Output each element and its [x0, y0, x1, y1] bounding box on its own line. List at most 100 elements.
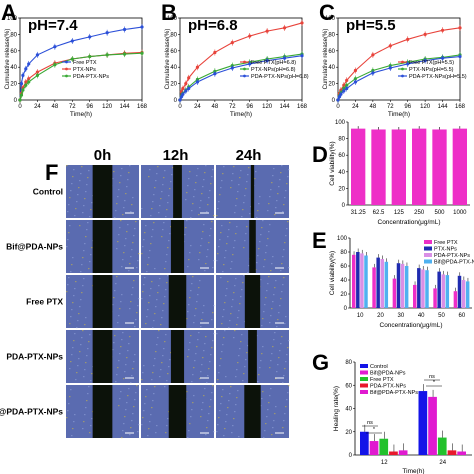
cell-speckle-1-1-13 — [204, 270, 206, 272]
legend-label-G-0: Control — [370, 364, 388, 370]
data-point-A-0-1 — [19, 82, 24, 86]
cell-speckle-1-0-21 — [126, 231, 128, 233]
cell-speckle-4-1-12 — [206, 427, 208, 429]
data-point-B-2-0 — [178, 98, 182, 102]
cell-speckle-1-2-8 — [247, 272, 249, 274]
cell-speckle-1-1-9 — [202, 231, 204, 233]
cell-speckle-0-2-1 — [267, 210, 269, 212]
cell-speckle-4-1-22 — [211, 392, 213, 394]
cell-speckle-1-0-45 — [138, 253, 140, 255]
cell-speckle-4-0-7 — [85, 407, 87, 409]
cell-speckle-0-0-44 — [88, 170, 90, 172]
cell-speckle-0-1-0 — [148, 176, 150, 178]
panel-label-C: C — [319, 0, 335, 25]
cell-speckle-3-2-16 — [277, 364, 279, 366]
cell-speckle-3-2-12 — [275, 378, 277, 380]
cell-speckle-1-2-49 — [231, 261, 233, 263]
cell-speckle-0-2-25 — [279, 179, 281, 181]
cell-speckle-4-2-33 — [262, 391, 264, 393]
cell-speckle-0-1-12 — [154, 187, 156, 189]
cell-speckle-4-2-46 — [232, 425, 234, 427]
data-point-B-2-6 — [213, 72, 217, 76]
cell-speckle-0-0-6 — [69, 197, 71, 199]
cell-speckle-4-0-58 — [74, 414, 76, 416]
cell-speckle-3-2-58 — [225, 376, 227, 378]
cell-speckle-1-1-51 — [150, 243, 152, 245]
cell-speckle-2-0-50 — [117, 322, 119, 324]
cell-speckle-2-1-37 — [156, 299, 158, 301]
cell-speckle-1-0-31 — [131, 249, 133, 251]
cell-speckle-3-0-14 — [112, 349, 114, 351]
ytick-label-C-3: 60 — [328, 49, 335, 55]
data-point-B-2-2 — [181, 92, 185, 96]
data-point-C-0-7 — [388, 44, 392, 48]
cell-speckle-1-1-56 — [189, 252, 191, 254]
cell-speckle-4-1-32 — [143, 410, 145, 412]
cell-speckle-2-2-3 — [221, 323, 223, 325]
cell-speckle-3-0-18 — [114, 335, 116, 337]
cell-speckle-2-2-46 — [279, 305, 281, 307]
cell-speckle-3-1-18 — [196, 346, 198, 348]
cell-speckle-4-0-17 — [90, 425, 92, 427]
cell-speckle-0-2-36 — [248, 167, 250, 169]
cell-speckle-2-1-26 — [187, 311, 189, 313]
yaxis-label-E: Cell viability(%) — [329, 251, 336, 295]
cell-speckle-2-0-37 — [74, 288, 76, 290]
bar-E-1-0 — [356, 252, 360, 308]
cell-speckle-3-2-0 — [269, 367, 271, 369]
cell-speckle-4-2-14 — [216, 431, 218, 433]
yaxis-label-C: Cumulative release(%) — [323, 29, 329, 90]
cell-speckle-0-2-26 — [243, 202, 245, 204]
data-point-A-0-2 — [21, 73, 25, 77]
cell-speckle-0-0-18 — [75, 208, 77, 210]
cell-speckle-3-0-3 — [70, 361, 72, 363]
cell-speckle-1-0-8 — [83, 250, 85, 252]
cell-speckle-2-1-28 — [188, 304, 190, 306]
cell-speckle-3-1-13 — [157, 337, 159, 339]
data-point-C-1-4 — [345, 83, 349, 87]
cell-speckle-0-2-2 — [231, 180, 233, 182]
data-point-A-0-10 — [122, 27, 127, 32]
wound-gap-4-2 — [244, 385, 261, 438]
xtick-label-A-5: 120 — [102, 104, 113, 110]
cell-speckle-1-2-48 — [267, 238, 269, 240]
cell-speckle-2-2-13 — [226, 288, 228, 290]
cell-speckle-2-2-26 — [269, 322, 271, 324]
cell-speckle-4-1-14 — [207, 420, 209, 422]
bar-D-0 — [351, 128, 366, 205]
cell-speckle-2-1-49 — [162, 310, 164, 312]
panel-label-A: A — [1, 0, 17, 25]
cell-speckle-0-2-3 — [268, 203, 270, 205]
cell-speckle-0-1-45 — [207, 204, 209, 206]
cell-speckle-0-0-48 — [90, 209, 92, 211]
cell-speckle-0-1-34 — [165, 216, 167, 218]
cell-speckle-4-2-52 — [235, 404, 237, 406]
cell-speckle-4-0-28 — [132, 413, 134, 415]
bar-E-1-2 — [396, 263, 401, 308]
cell-speckle-0-2-39 — [286, 183, 288, 185]
cell-speckle-4-0-42 — [66, 417, 68, 419]
wound-gap-2-1 — [168, 275, 187, 328]
cell-speckle-1-0-57 — [71, 264, 73, 266]
xaxis-label-E: Concentration(μg/mL) — [380, 322, 443, 329]
cell-speckle-4-0-22 — [129, 434, 131, 436]
cell-speckle-0-0-59 — [132, 197, 134, 199]
cell-speckle-0-2-9 — [271, 182, 273, 184]
legend-swatch-E-2 — [424, 253, 432, 257]
cell-speckle-2-1-23 — [149, 295, 151, 297]
legend-label-A-1: PTX-NPs — [73, 67, 96, 73]
ytick-label-D-0: 0 — [342, 203, 346, 209]
cell-speckle-3-2-2 — [270, 360, 272, 362]
data-point-C-2-0 — [336, 98, 340, 102]
legend-label-A-0: Free PTX — [73, 60, 97, 66]
ytick-label-E-1: 20 — [340, 292, 347, 298]
data-point-A-0-4 — [27, 62, 31, 66]
cell-speckle-1-0-35 — [133, 235, 135, 237]
column-label-1: 12h — [163, 147, 189, 164]
cell-speckle-4-0-20 — [128, 388, 130, 390]
row-label-4: Bif@PDA-PTX-NPs — [0, 407, 63, 417]
xtick-label-C-2: 48 — [370, 104, 377, 110]
cell-speckle-2-0-55 — [83, 278, 85, 280]
cell-speckle-0-2-45 — [216, 215, 218, 217]
cell-speckle-0-2-56 — [258, 203, 260, 205]
